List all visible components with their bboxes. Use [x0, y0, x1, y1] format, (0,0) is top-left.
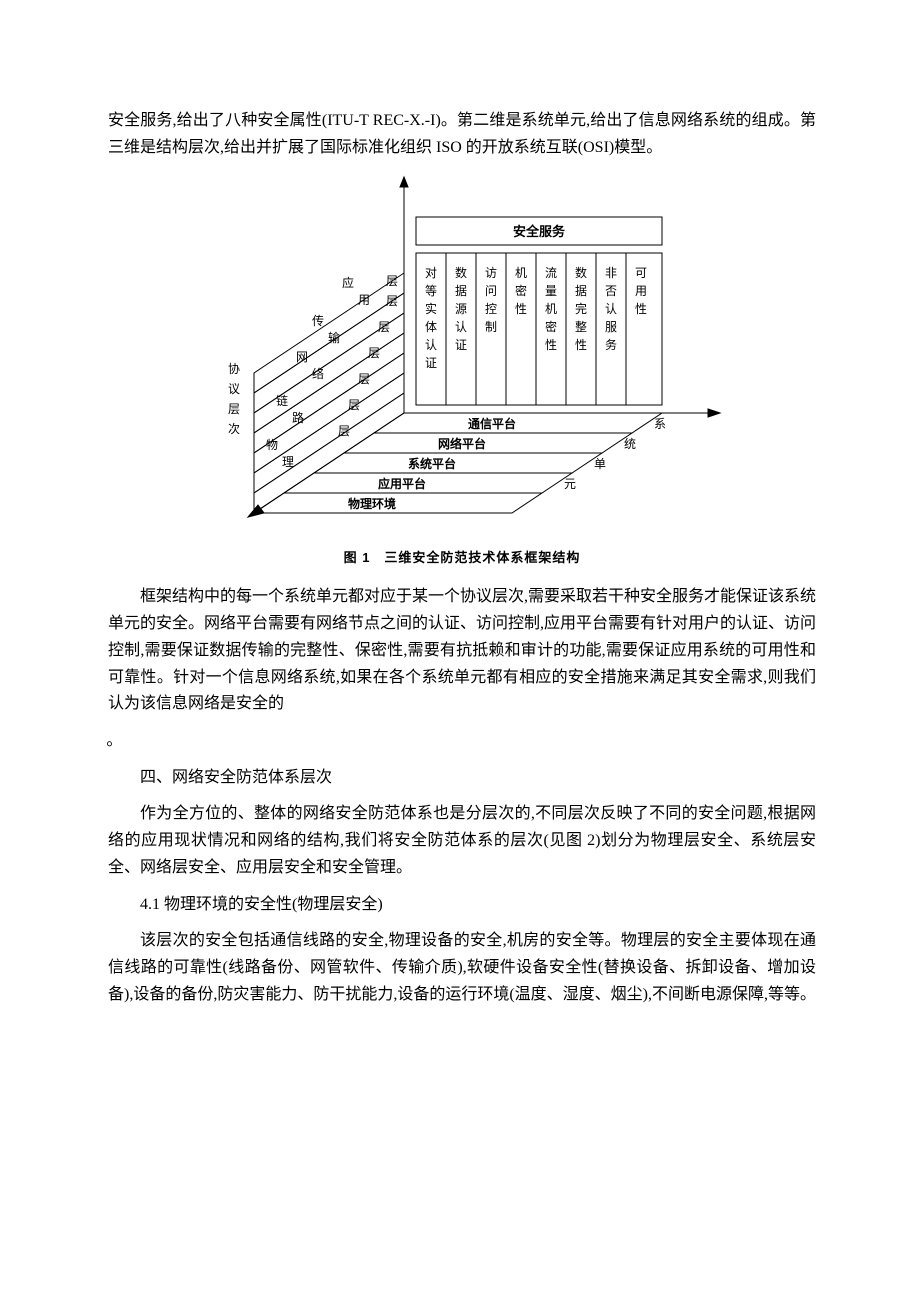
svg-text:层: 层 [386, 274, 398, 288]
paragraph-2a: 框架结构中的每一个系统单元都对应于某一个协议层次,需要采取若干种安全服务才能保证… [108, 584, 816, 718]
svg-text:层: 层 [386, 294, 398, 308]
paragraph-2b: 。 [106, 728, 816, 755]
svg-text:对等实体认证: 对等实体认证 [425, 266, 437, 370]
svg-text:物: 物 [266, 438, 278, 452]
paragraph-1: 安全服务,给出了八种安全属性(ITU-T REC-X.-I)。第二维是系统单元,… [108, 108, 816, 161]
svg-text:输: 输 [328, 330, 340, 345]
svg-text:系: 系 [654, 417, 666, 431]
svg-text:网络平台: 网络平台 [438, 436, 486, 451]
three-dim-framework-diagram: 安全服务 对等实体认证 数据源认证 访问控制 机密性 流量机密性 数据完整性 [192, 173, 732, 533]
svg-text:路: 路 [292, 410, 304, 425]
svg-text:系统平台: 系统平台 [408, 456, 456, 471]
heading-4-1: 4.1 物理环境的安全性(物理层安全) [108, 892, 816, 919]
svg-text:传: 传 [312, 313, 324, 328]
svg-text:单: 单 [594, 457, 606, 471]
svg-text:层: 层 [378, 320, 390, 334]
svg-text:理: 理 [282, 455, 294, 469]
svg-text:物理环境: 物理环境 [348, 496, 396, 511]
svg-text:议: 议 [228, 382, 240, 396]
svg-text:可用性: 可用性 [635, 266, 647, 316]
svg-text:次: 次 [228, 422, 240, 436]
svg-text:网: 网 [296, 350, 308, 364]
svg-text:层: 层 [358, 372, 370, 386]
svg-text:数据源认证: 数据源认证 [455, 265, 467, 352]
y-axis-header: 安全服务 [513, 224, 566, 239]
svg-text:层: 层 [368, 346, 380, 360]
svg-text:数据完整性: 数据完整性 [575, 265, 587, 352]
svg-text:协: 协 [228, 361, 240, 376]
svg-text:应: 应 [342, 275, 354, 290]
figure-1-caption: 图 1 三维安全防范技术体系框架结构 [108, 547, 816, 566]
svg-text:层: 层 [228, 402, 240, 416]
svg-text:层: 层 [338, 424, 350, 438]
svg-text:通信平台: 通信平台 [468, 416, 516, 431]
svg-text:机密性: 机密性 [515, 266, 527, 316]
svg-text:元: 元 [564, 477, 576, 491]
paragraph-6: 该层次的安全包括通信线路的安全,物理设备的安全,机房的安全等。物理层的安全主要体… [108, 928, 816, 1008]
svg-text:层: 层 [348, 398, 360, 412]
svg-text:非否认服务: 非否认服务 [605, 266, 617, 352]
svg-text:应用平台: 应用平台 [378, 476, 426, 491]
paragraph-4: 作为全方位的、整体的网络安全防范体系也是分层次的,不同层次反映了不同的安全问题,… [108, 801, 816, 881]
figure-1-diagram: 安全服务 对等实体认证 数据源认证 访问控制 机密性 流量机密性 数据完整性 [108, 173, 816, 533]
svg-text:访问控制: 访问控制 [485, 266, 497, 334]
svg-text:络: 络 [312, 366, 324, 381]
heading-4: 四、网络安全防范体系层次 [108, 765, 816, 792]
svg-text:链: 链 [276, 393, 288, 408]
x-axis-right-label: 系 统 单 元 [564, 417, 666, 491]
z-axis-left-label: 协 议 层 次 [228, 361, 240, 436]
svg-text:流量机密性: 流量机密性 [545, 266, 557, 352]
svg-text:统: 统 [624, 437, 636, 451]
svg-text:用: 用 [358, 293, 370, 307]
x-axis-row-labels: 通信平台 网络平台 系统平台 应用平台 物理环境 [348, 416, 516, 511]
